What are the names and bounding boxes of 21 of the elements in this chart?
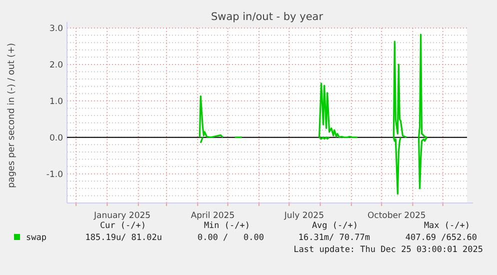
legend-label: swap	[26, 233, 46, 243]
text: 0.00 / 0.00	[197, 233, 264, 243]
text: Last update: Thu Dec 25 03:00:01 2025	[294, 245, 483, 255]
text: Min (-/+)	[204, 221, 250, 231]
x-tick-label: July 2025	[283, 211, 324, 221]
y-axis-title: pages per second in (-) / out (+)	[7, 42, 17, 188]
x-tick-label: October 2025	[367, 211, 426, 221]
chart-title: Swap in/out - by year	[210, 11, 324, 23]
text: Max (-/+)	[424, 221, 470, 231]
y-tick-label: 3.0	[49, 24, 63, 34]
x-tick-label: April 2025	[190, 211, 235, 221]
y-tick-label: 1.0	[49, 96, 63, 107]
text: Avg (-/+)	[312, 221, 358, 231]
text: Cur (-/+)	[100, 221, 146, 231]
y-tick-label: 2.0	[49, 60, 63, 70]
y-tick-label: 0.0	[49, 133, 63, 144]
y-tick-label: -1.0	[46, 170, 63, 180]
text: 16.31m/ 70.77m	[298, 233, 370, 243]
text: 407.69 /652.60	[405, 233, 477, 243]
text: 185.19u/ 81.02u	[85, 233, 162, 243]
x-tick-label: January 2025	[92, 211, 151, 221]
